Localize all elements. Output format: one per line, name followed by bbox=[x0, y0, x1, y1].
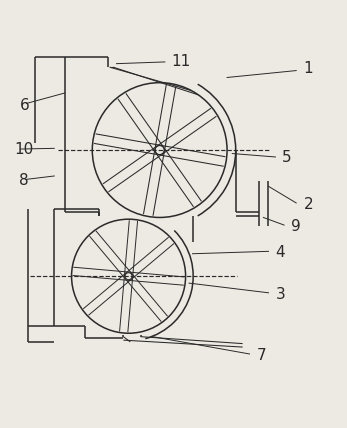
Text: 10: 10 bbox=[14, 142, 33, 157]
Text: 4: 4 bbox=[276, 244, 285, 259]
Text: 11: 11 bbox=[172, 54, 191, 69]
Text: 3: 3 bbox=[276, 287, 285, 302]
Text: 5: 5 bbox=[282, 150, 292, 165]
Text: 2: 2 bbox=[303, 197, 313, 212]
Text: 1: 1 bbox=[303, 61, 313, 76]
Text: 6: 6 bbox=[20, 98, 29, 113]
Text: 8: 8 bbox=[19, 173, 28, 188]
Text: 9: 9 bbox=[291, 219, 301, 234]
Text: 7: 7 bbox=[256, 348, 266, 363]
